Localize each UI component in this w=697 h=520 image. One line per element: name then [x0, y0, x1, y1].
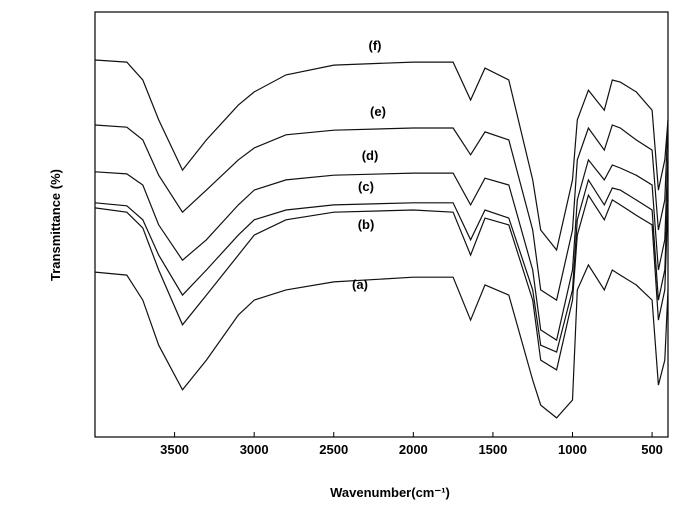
x-tick-label: 500 — [641, 442, 663, 457]
x-axis-label: Wavenumber(cm⁻¹) — [330, 485, 450, 500]
x-tick-label: 1000 — [558, 442, 587, 457]
series-label: (e) — [370, 104, 386, 119]
series-line — [94, 150, 669, 342]
series-line — [94, 119, 669, 302]
series-label: (b) — [358, 217, 375, 232]
series-label: (c) — [358, 179, 374, 194]
series-label: (f) — [369, 38, 382, 53]
x-tick-label: 2500 — [319, 442, 348, 457]
x-tick-label: 3000 — [240, 442, 269, 457]
series-line — [94, 178, 669, 353]
series-line — [94, 263, 669, 419]
series-line — [94, 59, 669, 252]
y-axis-label: Transmittance (%) — [48, 169, 63, 281]
x-tick-label: 2000 — [399, 442, 428, 457]
x-tick-label: 3500 — [160, 442, 189, 457]
plot-frame — [94, 11, 669, 438]
series-line — [94, 193, 669, 371]
series-label: (a) — [352, 277, 368, 292]
series-label: (d) — [362, 148, 379, 163]
x-tick-label: 1500 — [478, 442, 507, 457]
